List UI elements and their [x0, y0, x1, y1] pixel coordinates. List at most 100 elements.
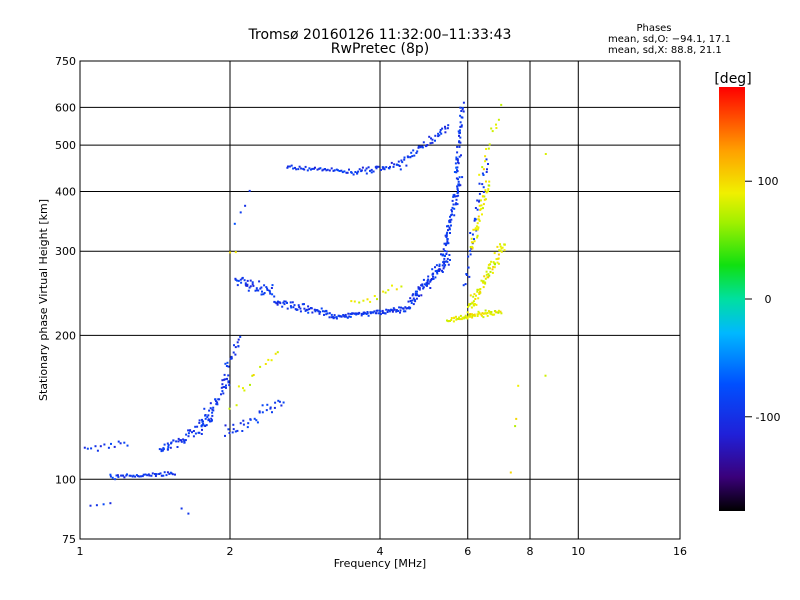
data-point: [239, 335, 242, 338]
data-point: [206, 416, 209, 418]
data-point: [486, 168, 488, 171]
data-point: [348, 168, 350, 171]
data-point: [459, 106, 462, 109]
data-point: [241, 276, 244, 279]
y-tick-label: 200: [55, 329, 76, 342]
data-point: [487, 267, 490, 270]
data-point: [202, 422, 205, 425]
data-point: [218, 398, 221, 401]
data-point: [487, 190, 490, 193]
data-point: [476, 199, 479, 202]
data-point: [414, 290, 417, 293]
data-point: [488, 274, 491, 277]
data-point: [209, 402, 212, 405]
data-point: [495, 311, 498, 314]
data-point: [278, 400, 281, 403]
data-point: [134, 475, 137, 478]
data-point: [307, 305, 310, 308]
data-point: [475, 303, 478, 306]
y-tick-label: 100: [55, 473, 76, 486]
data-point: [515, 417, 518, 420]
data-point: [103, 443, 106, 446]
data-point: [488, 180, 491, 183]
data-point: [392, 165, 395, 168]
data-point: [380, 168, 382, 171]
data-point: [303, 307, 306, 310]
data-point: [456, 192, 459, 194]
data-point: [221, 379, 224, 382]
data-point: [282, 301, 285, 304]
data-point: [439, 129, 442, 131]
data-point: [197, 431, 200, 434]
data-point: [260, 286, 263, 289]
data-point: [276, 303, 279, 306]
data-point: [148, 474, 151, 477]
data-point: [176, 446, 179, 448]
data-point: [500, 312, 503, 315]
data-point: [437, 132, 440, 135]
data-point: [326, 312, 329, 315]
data-point: [476, 290, 479, 293]
data-point: [422, 286, 425, 289]
data-point: [319, 310, 322, 313]
data-point: [345, 171, 348, 174]
data-point: [496, 245, 499, 248]
data-point: [292, 167, 295, 170]
data-point: [481, 166, 484, 169]
data-point: [459, 121, 462, 124]
data-point: [373, 295, 376, 297]
data-point: [311, 311, 314, 314]
data-point: [544, 153, 547, 155]
data-point: [389, 165, 391, 168]
data-point: [405, 307, 408, 310]
data-point: [257, 289, 260, 292]
data-point: [500, 103, 503, 106]
data-point: [330, 316, 333, 319]
data-point: [194, 425, 197, 428]
data-point: [421, 146, 424, 149]
data-point: [470, 306, 473, 309]
data-point: [484, 277, 487, 280]
data-point: [232, 351, 235, 354]
data-point: [446, 257, 449, 260]
data-point: [448, 228, 451, 231]
data-point: [230, 355, 233, 358]
data-point: [499, 245, 502, 248]
data-point: [457, 189, 459, 192]
data-point: [216, 401, 219, 404]
data-point: [459, 141, 462, 144]
data-point: [413, 154, 416, 157]
data-point: [332, 316, 334, 319]
data-point: [234, 430, 237, 433]
data-point: [438, 269, 441, 272]
data-point: [354, 312, 357, 315]
data-point: [412, 303, 415, 306]
data-point: [390, 309, 393, 312]
data-point: [455, 158, 458, 161]
data-point: [458, 316, 461, 319]
data-point: [469, 302, 472, 305]
data-point: [346, 316, 349, 319]
data-point: [480, 279, 483, 282]
data-point: [412, 293, 415, 296]
data-point: [228, 407, 231, 410]
data-point: [249, 418, 252, 421]
data-point: [356, 312, 359, 315]
data-point: [109, 502, 112, 505]
data-point: [392, 307, 395, 310]
data-point: [251, 283, 254, 286]
data-point: [429, 287, 432, 289]
data-point: [474, 227, 477, 230]
data-point: [487, 263, 490, 266]
data-point: [83, 446, 86, 449]
data-point: [224, 434, 226, 437]
data-point: [487, 163, 489, 165]
data-point: [135, 474, 138, 477]
data-point: [409, 156, 412, 159]
data-point: [455, 156, 458, 159]
data-point: [454, 203, 457, 206]
data-point: [469, 232, 472, 234]
data-point: [249, 383, 251, 386]
data-point: [403, 156, 406, 159]
